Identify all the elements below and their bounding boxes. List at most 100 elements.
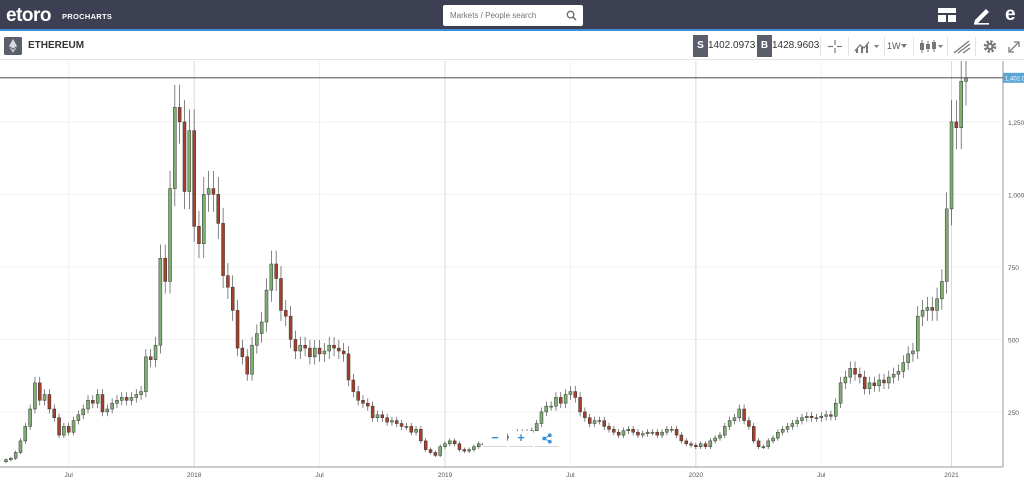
- buy-button[interactable]: B 1428.9603: [757, 35, 819, 57]
- candle: [337, 339, 341, 360]
- etoro-mini-logo[interactable]: e: [1005, 4, 1016, 25]
- search-box[interactable]: [443, 5, 583, 26]
- crosshair-icon[interactable]: [824, 37, 846, 56]
- candle: [240, 339, 245, 365]
- separator: [913, 37, 914, 56]
- candle: [631, 425, 635, 436]
- current-price-tag: [1003, 72, 1024, 83]
- candle: [322, 342, 327, 362]
- fullscreen-icon[interactable]: [1005, 37, 1024, 56]
- candle: [838, 376, 843, 409]
- candle: [964, 61, 968, 106]
- drawing-tools-icon[interactable]: [951, 37, 973, 56]
- candle: [747, 416, 751, 430]
- candle: [443, 441, 447, 449]
- sell-button[interactable]: S 1402.0973: [693, 35, 755, 57]
- candle: [940, 269, 944, 310]
- sell-label: S: [693, 35, 708, 57]
- candle: [935, 287, 939, 321]
- candle: [62, 422, 66, 439]
- zoom-controls: − +: [483, 431, 560, 447]
- x-tick-label: Jul: [315, 472, 324, 479]
- candlestick-type-icon[interactable]: [917, 37, 945, 56]
- candle: [780, 425, 785, 436]
- search-icon[interactable]: [566, 10, 577, 21]
- candle: [428, 447, 433, 455]
- candle: [173, 84, 177, 207]
- candle: [197, 210, 201, 259]
- candle: [467, 447, 471, 454]
- candle: [115, 395, 119, 409]
- candle: [346, 346, 351, 387]
- candle: [52, 404, 56, 422]
- candle: [756, 438, 761, 449]
- chevron-down-icon: [901, 44, 907, 48]
- candle: [110, 398, 114, 414]
- candle: [645, 429, 650, 437]
- candle: [245, 349, 249, 381]
- price-chart[interactable]: 250 500 750 1,000 1,250 Jul 2018 Jul 2019 Jul 2020…: [0, 61, 1024, 483]
- share-icon[interactable]: [535, 431, 559, 447]
- x-tick-label: Jul: [65, 472, 74, 479]
- candle: [790, 419, 795, 430]
- candle: [906, 346, 910, 370]
- candle: [809, 412, 814, 422]
- candle: [607, 422, 611, 433]
- candle: [230, 275, 235, 321]
- etoro-logo[interactable]: etoro: [6, 5, 52, 26]
- search-input[interactable]: [450, 9, 565, 22]
- candle: [641, 430, 645, 439]
- candle: [274, 250, 278, 291]
- zoom-in-button[interactable]: +: [509, 431, 533, 447]
- compare-icon[interactable]: [852, 37, 882, 56]
- candle: [727, 416, 732, 430]
- candle: [626, 425, 631, 434]
- candle: [573, 386, 577, 403]
- x-tick-label: Jul: [817, 472, 826, 479]
- x-tick-label: 2018: [187, 472, 202, 479]
- candle: [882, 373, 886, 389]
- candle: [419, 425, 423, 444]
- instrument-name: ETHEREUM: [28, 40, 85, 51]
- candle: [288, 306, 293, 349]
- candle: [91, 395, 95, 409]
- candle: [47, 389, 52, 414]
- candle: [694, 442, 698, 449]
- candle: [718, 432, 722, 441]
- x-tick-label: 2019: [438, 472, 453, 479]
- x-tick-label: Jul: [566, 472, 575, 479]
- gear-icon[interactable]: [979, 37, 1001, 56]
- candle: [785, 422, 790, 433]
- candle: [462, 447, 467, 454]
- candle: [679, 432, 684, 444]
- candle: [134, 389, 138, 403]
- procharts-label: PROCHARTS: [62, 12, 113, 21]
- candle: [862, 370, 867, 395]
- candle: [327, 336, 331, 360]
- candle: [366, 398, 370, 411]
- candle: [689, 441, 693, 448]
- candle: [399, 419, 404, 430]
- pencil-icon[interactable]: [971, 5, 993, 25]
- candle: [872, 376, 877, 392]
- candle: [795, 416, 799, 428]
- candle: [539, 407, 544, 428]
- candle: [916, 306, 920, 360]
- candle: [42, 389, 47, 406]
- candle: [129, 392, 134, 406]
- candle: [385, 413, 389, 426]
- candles: [4, 61, 968, 464]
- timeframe-select[interactable]: 1W: [887, 37, 911, 56]
- candle: [554, 392, 558, 411]
- zoom-out-button[interactable]: −: [483, 431, 507, 447]
- candle: [433, 450, 438, 458]
- candle: [438, 444, 442, 458]
- candle: [293, 330, 298, 360]
- candle: [612, 425, 616, 436]
- candle: [563, 389, 568, 409]
- layout-icon[interactable]: [936, 5, 958, 25]
- candle: [592, 416, 597, 428]
- candle: [95, 389, 100, 409]
- candle: [448, 438, 452, 447]
- y-tick-label: 250: [1008, 410, 1019, 417]
